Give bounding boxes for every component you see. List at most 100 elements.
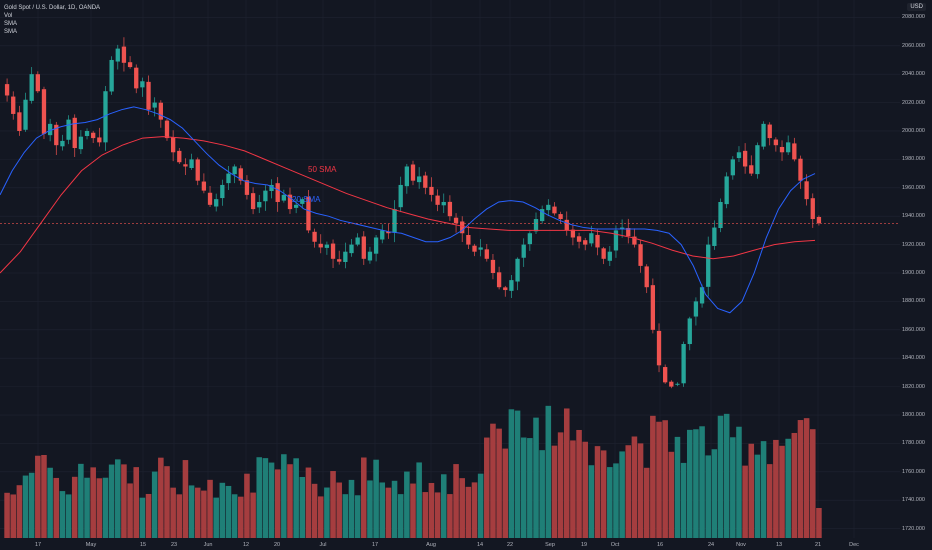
candle-body <box>490 259 496 273</box>
time-tick-label: Jun <box>203 542 213 548</box>
volume-bar <box>582 441 588 538</box>
volume-bar <box>422 492 429 538</box>
price-axis[interactable]: 2080.000 2060.000 2040.000 2020.000 2000.000… <box>902 0 932 550</box>
volume-bar <box>416 462 422 538</box>
volume-bar <box>59 491 66 538</box>
price-tick-label: 1960.000 <box>902 184 925 191</box>
volume-bar <box>182 460 189 538</box>
price-tick-label: 1880.000 <box>902 298 925 305</box>
time-tick-label: 23 <box>170 542 178 548</box>
price-tick-label: 2020.000 <box>902 99 925 106</box>
candle-body <box>337 259 342 262</box>
candle-body <box>546 204 551 211</box>
volume-bar <box>459 478 465 538</box>
volume-bar <box>465 486 472 538</box>
volume-bar <box>816 508 822 538</box>
volume-bar <box>188 485 195 538</box>
volume-bar <box>699 426 705 538</box>
volume-bar <box>514 410 521 538</box>
volume-bar <box>194 487 201 538</box>
volume-bar <box>127 483 133 538</box>
candle-body <box>736 152 742 159</box>
candle-body <box>127 62 133 68</box>
volume-bar <box>440 474 447 538</box>
candle-body <box>484 249 489 259</box>
volume-bar <box>133 467 140 538</box>
volume-bar <box>201 490 207 538</box>
candle-body <box>78 136 84 150</box>
volume-bar <box>274 469 281 538</box>
volume-bar <box>219 482 226 538</box>
volume-bar <box>471 482 478 538</box>
time-axis[interactable]: 17 May 15 23 Jun 12 20 Jul 17 Aug 14 22 Sep 19 Oct 16 24… <box>0 538 902 550</box>
candlestick-series <box>4 37 822 389</box>
volume-bar <box>434 492 441 538</box>
candle-body <box>361 236 366 259</box>
volume-bar <box>47 467 53 538</box>
price-tick-label: 1720.000 <box>902 525 925 532</box>
volume-bar <box>238 496 244 538</box>
legend-sma-2[interactable]: SMA <box>4 29 18 35</box>
candle-body <box>11 96 16 114</box>
candle-body <box>589 233 594 244</box>
legend-vol[interactable]: Vol <box>4 13 13 19</box>
price-tick-label: 1780.000 <box>902 440 925 447</box>
currency-label[interactable]: USD <box>907 3 926 11</box>
volume-bar <box>686 429 693 538</box>
time-tick-label: Aug <box>426 542 436 548</box>
volume-bar <box>742 465 748 538</box>
volume-bar <box>35 455 41 538</box>
volume-bar <box>170 487 176 538</box>
candle-body <box>367 251 373 261</box>
candle-body <box>306 197 311 231</box>
candle-body <box>47 123 53 136</box>
candle-body <box>244 180 250 195</box>
price-tick-label: 1900.000 <box>902 270 925 276</box>
volume-bar <box>281 454 287 538</box>
volume-bar <box>496 428 502 538</box>
candle-body <box>527 233 533 245</box>
candle-body <box>398 184 403 208</box>
time-tick-label: 17 <box>371 542 379 548</box>
candle-body <box>613 230 619 251</box>
candle-body <box>773 139 779 146</box>
candle-body <box>540 209 545 222</box>
candle-body <box>749 165 754 174</box>
volume-bar <box>533 417 539 538</box>
time-tick-label: 16 <box>656 542 664 548</box>
candle-body <box>275 183 280 202</box>
volume-bar <box>354 495 361 538</box>
volume-bar <box>287 464 293 538</box>
volume-bar <box>717 415 724 538</box>
candle-body <box>287 194 293 210</box>
candle-body <box>263 190 268 202</box>
volume-bar <box>760 441 767 538</box>
time-tick-label: Nov <box>736 542 746 548</box>
candle-body <box>250 193 256 210</box>
candle-body <box>619 227 625 229</box>
volume-bar <box>71 476 78 538</box>
candle-body <box>669 381 674 387</box>
legend-sma-1[interactable]: SMA <box>4 21 18 27</box>
volume-bar <box>508 409 515 538</box>
candle-body <box>318 243 323 248</box>
time-tick-label: 13 <box>775 542 783 548</box>
candle-body <box>343 251 348 262</box>
candle-body <box>447 201 453 217</box>
candle-body <box>257 201 262 208</box>
candle-body <box>798 158 803 181</box>
candle-body <box>650 285 656 330</box>
volume-bar <box>397 494 404 538</box>
candle-body <box>23 99 28 130</box>
candle-body <box>220 184 225 199</box>
candle-body <box>410 164 416 181</box>
volume-bar <box>305 467 312 538</box>
candle-body <box>214 199 219 207</box>
candle-body <box>779 146 785 153</box>
volume-bar <box>748 443 755 538</box>
volume-bar <box>225 485 232 538</box>
candle-body <box>201 181 207 191</box>
volume-bar <box>244 473 250 538</box>
volume-bar <box>96 478 103 538</box>
